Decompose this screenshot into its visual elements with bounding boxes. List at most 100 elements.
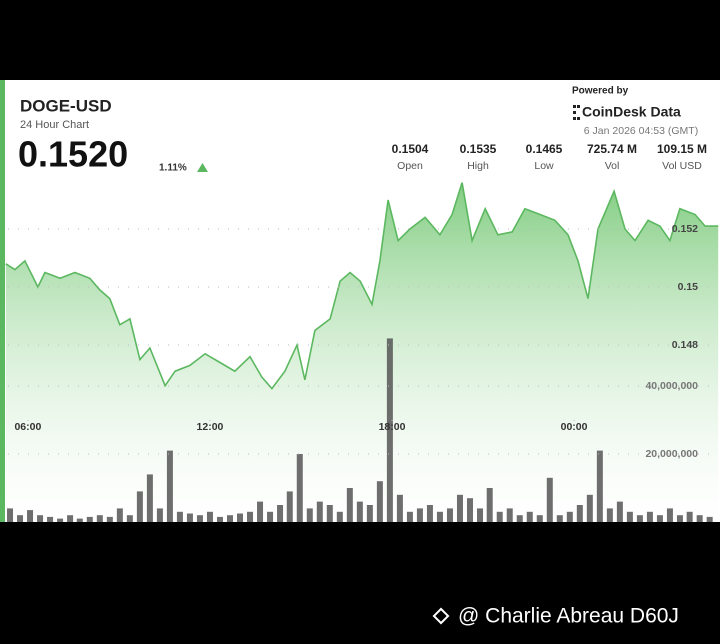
diamond-icon — [432, 607, 450, 625]
volume-bar — [216, 516, 223, 522]
volume-bar — [146, 474, 153, 522]
volume-bar — [17, 515, 24, 522]
timestamp: 6 Jan 2026 04:53 (GMT) — [584, 125, 698, 137]
watermark: @ Charlie Abreau D60J — [458, 605, 679, 628]
volume-bar — [27, 510, 34, 522]
volume-bar — [67, 515, 74, 522]
volume-bar — [47, 516, 54, 522]
volume-bar — [496, 511, 503, 522]
x-tick-label: 12:00 — [197, 421, 224, 433]
volume-bar — [676, 515, 683, 522]
volume-bar — [57, 518, 64, 522]
stat-value: 725.74 M — [587, 142, 637, 156]
y-tick-label: 0.15 — [678, 281, 699, 293]
volume-bar — [96, 515, 103, 522]
volume-bar — [506, 508, 513, 522]
card-accent — [0, 80, 5, 522]
volume-bar — [156, 508, 163, 522]
volume-bar — [186, 513, 193, 522]
stat-label: High — [467, 160, 489, 172]
volume-bar — [176, 511, 183, 522]
volume-bar — [76, 518, 83, 522]
x-tick-label: 06:00 — [14, 421, 41, 433]
volume-bar — [636, 515, 643, 522]
volume-bar — [116, 508, 123, 522]
volume-bar — [316, 501, 323, 522]
volume-bar — [416, 508, 423, 522]
stat-label: Low — [534, 160, 554, 172]
volume-bar — [526, 511, 533, 522]
volume-bar — [456, 494, 463, 522]
volume-bar — [257, 501, 264, 522]
volume-bar — [596, 450, 603, 522]
volume-bar — [406, 511, 413, 522]
stat-value: 0.1535 — [460, 142, 497, 156]
stat-label: Vol USD — [662, 160, 702, 172]
volume-bar — [267, 511, 274, 522]
stat-value: 109.15 M — [657, 142, 707, 156]
stat-value: 0.1465 — [526, 142, 563, 156]
volume-bar — [556, 515, 563, 522]
x-tick-label: 00:00 — [561, 421, 588, 433]
volume-bar — [436, 511, 443, 522]
volume-bar — [546, 477, 553, 522]
volume-bar — [606, 508, 613, 522]
volume-bar — [696, 515, 703, 522]
volume-bar — [296, 454, 303, 522]
volume-bar — [196, 515, 203, 522]
volume-bar — [37, 515, 44, 522]
y-tick-label: 20,000,000 — [645, 448, 698, 460]
volume-bar — [346, 488, 353, 522]
volume-bar — [106, 516, 113, 522]
brand-logo — [573, 105, 580, 120]
volume-bar — [136, 491, 143, 522]
volume-bar — [536, 515, 543, 522]
subtitle: 24 Hour Chart — [20, 119, 89, 131]
volume-bar — [586, 494, 593, 522]
volume-bar — [626, 511, 633, 522]
volume-bar — [426, 505, 433, 522]
volume-bar — [126, 515, 133, 522]
y-tick-label: 0.152 — [672, 223, 698, 235]
volume-bar — [477, 508, 483, 522]
volume-bar — [226, 515, 233, 522]
symbol: DOGE-USD — [20, 96, 112, 115]
volume-bar — [616, 501, 623, 522]
volume-bar — [646, 511, 653, 522]
volume-bar — [356, 501, 363, 522]
volume-bar — [306, 508, 313, 522]
x-tick-label: 18:00 — [379, 421, 406, 433]
volume-bar — [666, 508, 673, 522]
volume-bar — [386, 338, 393, 522]
volume-bar — [286, 491, 293, 522]
brand: CoinDesk Data — [582, 104, 681, 120]
volume-bar — [706, 516, 713, 522]
volume-bar — [247, 511, 254, 522]
volume-bar — [366, 505, 373, 522]
volume-bar — [656, 515, 663, 522]
volume-bar — [576, 505, 583, 522]
volume-bar — [326, 505, 333, 522]
volume-bar — [7, 508, 14, 522]
volume-bar — [206, 511, 213, 522]
volume-bar — [396, 494, 403, 522]
volume-bar — [686, 511, 693, 522]
y-tick-label: 40,000,000 — [645, 380, 698, 392]
volume-bar — [566, 511, 573, 522]
volume-bar — [466, 498, 473, 522]
volume-bar — [446, 508, 453, 522]
stat-value: 0.1504 — [392, 142, 429, 156]
stat-label: Open — [397, 160, 423, 172]
stat-label: Vol — [605, 160, 620, 172]
volume-bar — [166, 450, 173, 522]
price: 0.1520 — [18, 134, 128, 175]
area-fill — [5, 182, 719, 522]
powered-by: Powered by — [572, 86, 629, 97]
volume-bar — [277, 505, 284, 522]
change: 1.11% — [159, 163, 187, 174]
volume-bar — [336, 511, 343, 522]
volume-bar — [376, 481, 383, 522]
volume-bar — [486, 488, 493, 522]
